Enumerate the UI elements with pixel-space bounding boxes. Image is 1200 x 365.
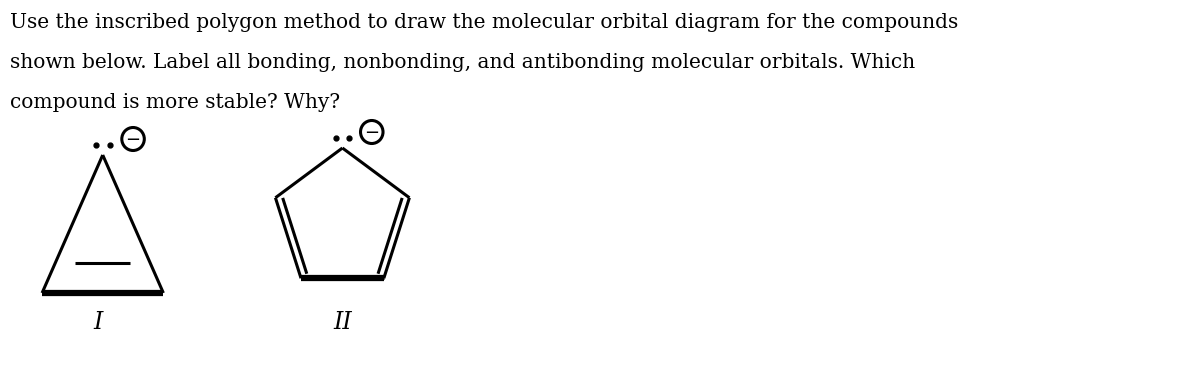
Text: compound is more stable? Why?: compound is more stable? Why? <box>10 93 340 112</box>
Text: Use the inscribed polygon method to draw the molecular orbital diagram for the c: Use the inscribed polygon method to draw… <box>10 13 958 32</box>
Text: II: II <box>334 311 352 334</box>
Text: shown below. Label all bonding, nonbonding, and antibonding molecular orbitals. : shown below. Label all bonding, nonbondi… <box>10 53 914 72</box>
Text: −: − <box>126 131 140 149</box>
Text: −: − <box>365 124 379 142</box>
Text: I: I <box>94 311 102 334</box>
